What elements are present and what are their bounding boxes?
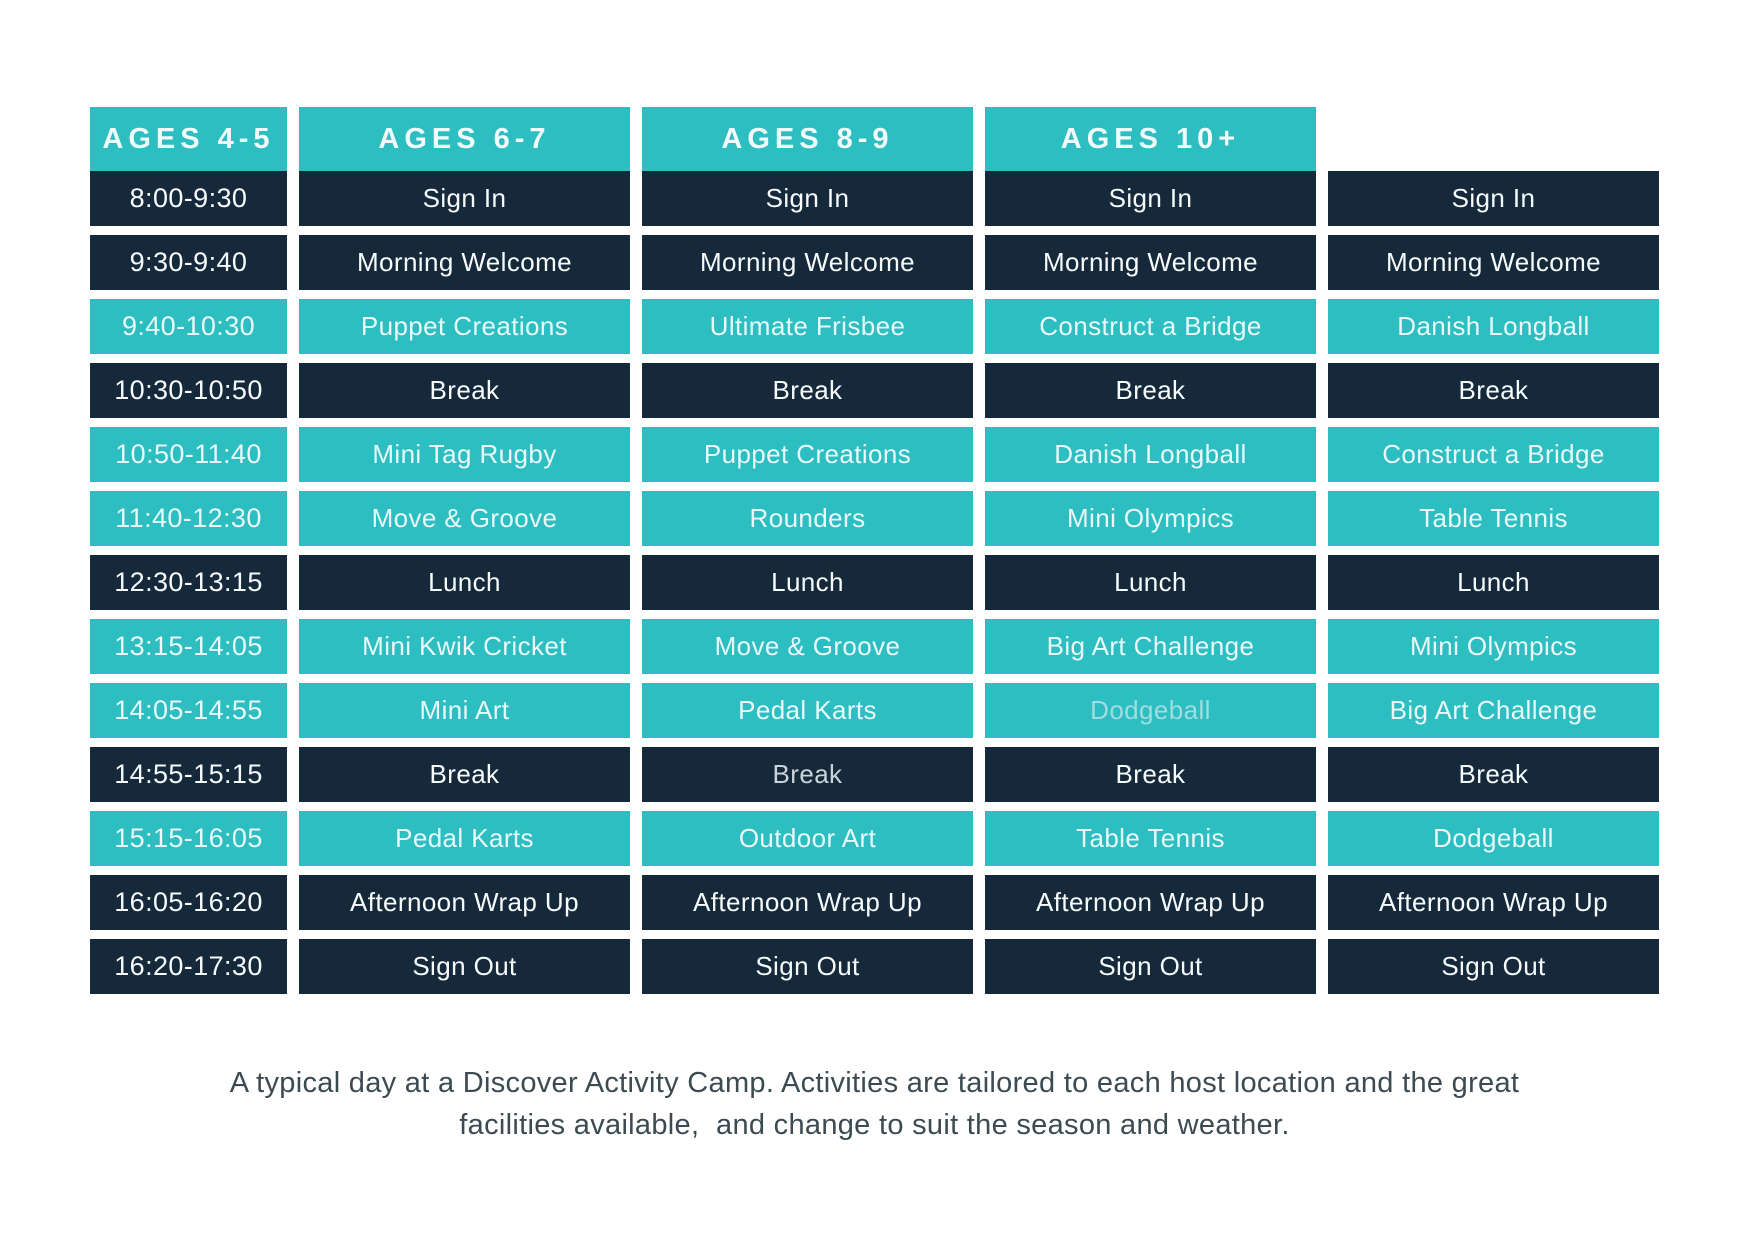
activity-cell: Dodgeball — [1328, 811, 1659, 866]
time-cell: 16:05-16:20 — [90, 875, 287, 930]
activity-cell: Puppet Creations — [642, 427, 973, 482]
activity-cell: Break — [642, 747, 973, 802]
activity-cell: Afternoon Wrap Up — [299, 875, 630, 930]
activity-cell: Morning Welcome — [1328, 235, 1659, 290]
schedule-table: AGES 4-5 AGES 6-7 AGES 8-9 AGES 10+ 8:00-9:3… — [90, 107, 1659, 994]
time-cell: 8:00-9:30 — [90, 171, 287, 226]
activity-cell: Break — [985, 747, 1316, 802]
activity-cell: Break — [642, 363, 973, 418]
activity-cell: Construct a Bridge — [1328, 427, 1659, 482]
activity-cell: Puppet Creations — [299, 299, 630, 354]
activity-cell: Sign Out — [299, 939, 630, 994]
activity-cell: Ultimate Frisbee — [642, 299, 973, 354]
activity-cell: Lunch — [299, 555, 630, 610]
table-corner — [1328, 107, 1659, 162]
activity-cell: Sign In — [1328, 171, 1659, 226]
time-cell: 14:05-14:55 — [90, 683, 287, 738]
activity-cell: Sign Out — [985, 939, 1316, 994]
activity-cell: Mini Tag Rugby — [299, 427, 630, 482]
activity-cell: Sign In — [985, 171, 1316, 226]
activity-cell: Sign Out — [1328, 939, 1659, 994]
activity-cell: Mini Kwik Cricket — [299, 619, 630, 674]
time-cell: 16:20-17:30 — [90, 939, 287, 994]
activity-cell: Lunch — [1328, 555, 1659, 610]
activity-cell: Break — [985, 363, 1316, 418]
activity-cell: Big Art Challenge — [985, 619, 1316, 674]
activity-cell: Pedal Karts — [299, 811, 630, 866]
activity-cell: Afternoon Wrap Up — [1328, 875, 1659, 930]
activity-cell: Pedal Karts — [642, 683, 973, 738]
activity-cell: Break — [1328, 747, 1659, 802]
time-cell: 9:40-10:30 — [90, 299, 287, 354]
time-cell: 11:40-12:30 — [90, 491, 287, 546]
activity-cell: Table Tennis — [985, 811, 1316, 866]
activity-cell: Rounders — [642, 491, 973, 546]
footer-note: A typical day at a Discover Activity Cam… — [229, 1067, 1520, 1142]
time-cell: 14:55-15:15 — [90, 747, 287, 802]
activity-cell: Mini Olympics — [985, 491, 1316, 546]
activity-cell: Sign In — [642, 171, 973, 226]
activity-cell: Afternoon Wrap Up — [985, 875, 1316, 930]
activity-cell: Morning Welcome — [642, 235, 973, 290]
activity-cell: Morning Welcome — [299, 235, 630, 290]
activity-cell: Lunch — [985, 555, 1316, 610]
time-cell: 10:50-11:40 — [90, 427, 287, 482]
activity-cell: Danish Longball — [985, 427, 1316, 482]
activity-cell: Move & Groove — [642, 619, 973, 674]
activity-cell: Break — [299, 363, 630, 418]
time-cell: 9:30-9:40 — [90, 235, 287, 290]
activity-cell: Mini Olympics — [1328, 619, 1659, 674]
activity-cell: Break — [299, 747, 630, 802]
activity-cell: Danish Longball — [1328, 299, 1659, 354]
header-ages-3: AGES 10+ — [985, 107, 1316, 172]
activity-cell: Afternoon Wrap Up — [642, 875, 973, 930]
header-ages-0: AGES 4-5 — [90, 107, 287, 172]
header-ages-2: AGES 8-9 — [642, 107, 973, 172]
activity-cell: Construct a Bridge — [985, 299, 1316, 354]
header-ages-1: AGES 6-7 — [299, 107, 630, 172]
time-cell: 15:15-16:05 — [90, 811, 287, 866]
activity-cell: Morning Welcome — [985, 235, 1316, 290]
activity-cell: Dodgeball — [985, 683, 1316, 738]
time-cell: 13:15-14:05 — [90, 619, 287, 674]
time-cell: 10:30-10:50 — [90, 363, 287, 418]
activity-cell: Lunch — [642, 555, 973, 610]
activity-cell: Break — [1328, 363, 1659, 418]
activity-cell: Table Tennis — [1328, 491, 1659, 546]
activity-cell: Move & Groove — [299, 491, 630, 546]
activity-cell: Big Art Challenge — [1328, 683, 1659, 738]
time-cell: 12:30-13:15 — [90, 555, 287, 610]
activity-cell: Outdoor Art — [642, 811, 973, 866]
activity-cell: Mini Art — [299, 683, 630, 738]
activity-cell: Sign Out — [642, 939, 973, 994]
activity-cell: Sign In — [299, 171, 630, 226]
